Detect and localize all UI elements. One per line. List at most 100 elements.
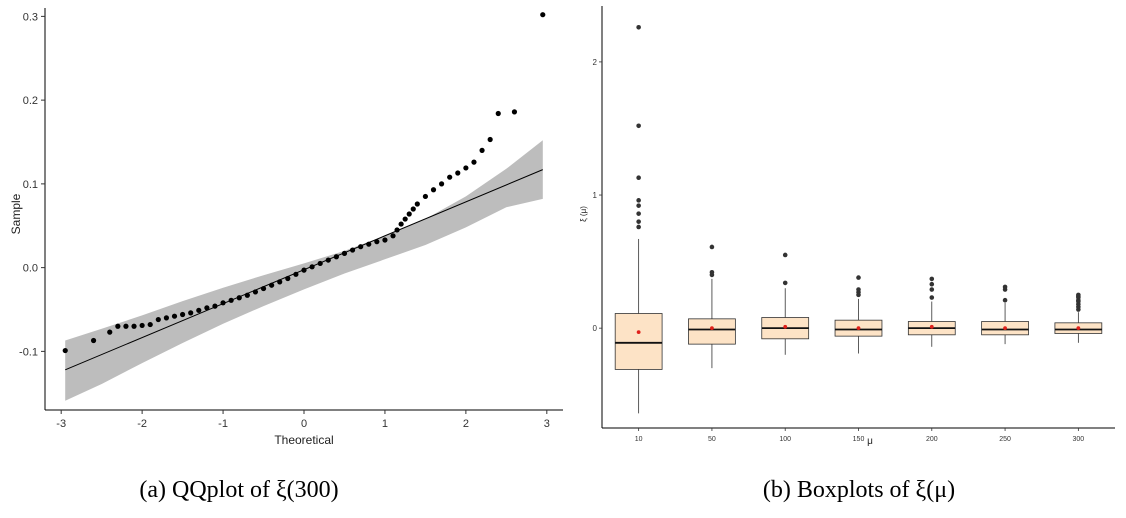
box-x-tick-label: 50 [708, 436, 716, 443]
qq-y-tick-label: 0.0 [23, 263, 38, 275]
qq-point [244, 292, 250, 298]
qq-point [398, 221, 404, 227]
qq-point [511, 109, 518, 115]
box-x-tick-label: 300 [1073, 436, 1085, 443]
box-y-tick-label: 1 [593, 191, 598, 200]
qq-x-axis-label: Theoretical [274, 433, 333, 447]
box-outlier-point [782, 252, 788, 258]
qq-point [455, 170, 461, 176]
qq-point [487, 136, 493, 143]
qq-point [236, 295, 242, 301]
qq-point [341, 250, 348, 256]
qq-x-tick-label: 1 [382, 418, 388, 430]
qq-y-tick-label: 0.2 [23, 95, 38, 107]
box-outlier-point [636, 224, 641, 230]
box-x-tick-label: 100 [779, 436, 791, 443]
qq-point [317, 260, 323, 267]
qq-point [212, 303, 218, 309]
qq-y-tick-label: -0.1 [19, 346, 38, 358]
qq-y-axis-label: Sample [9, 193, 23, 234]
qq-point [285, 275, 291, 282]
qq-point [269, 282, 275, 288]
qq-x-tick-label: 0 [301, 418, 307, 430]
box-outlier-point [929, 287, 935, 292]
box-x-tick-label: 250 [999, 436, 1011, 443]
qq-point [115, 323, 121, 329]
qq-point [394, 227, 400, 233]
qq-point [252, 289, 259, 295]
qq-point [366, 241, 372, 247]
qq-point [447, 174, 453, 180]
qq-plot: -3 -2 -1 0 1 2 3 -0.10.00.10.20.3 Theoretical … [9, 8, 563, 447]
box-y-axis-label: ξ (μ) [579, 206, 588, 222]
qq-point [479, 147, 485, 153]
qq-point [163, 315, 170, 321]
box-outlier-point [1002, 284, 1008, 290]
qq-point [62, 347, 68, 354]
qq-point [358, 244, 364, 250]
qq-x-tick-label: -1 [218, 418, 228, 430]
box-outlier-point [636, 123, 641, 129]
box-x-ticks: 10 50 100 150 200 250 300 [635, 428, 1085, 443]
qq-point [471, 159, 477, 165]
box-axes [601, 6, 1115, 429]
box-outlier-point [636, 175, 641, 181]
qq-point [540, 12, 546, 18]
box-mean-point [1003, 326, 1007, 331]
box-plot: 10 50 100 150 200 250 300 0 1 2 μ ξ (μ) [579, 6, 1115, 447]
caption-left: (a) QQplot of ξ(300) [139, 477, 338, 503]
qq-point [382, 237, 388, 243]
qq-point [402, 216, 408, 222]
box-x-tick-label: 10 [635, 436, 643, 443]
box-mean-point [783, 324, 788, 329]
qq-point [107, 329, 113, 335]
box-outlier-point [929, 281, 935, 287]
qq-y-tick-label: 0.3 [23, 11, 38, 23]
qq-point [171, 313, 178, 319]
qq-y-ticks: -0.1 0.0 0.1 0.2 0.3 [19, 11, 45, 358]
box-outlier-point [856, 287, 861, 292]
qq-x-tick-label: 3 [544, 418, 550, 430]
qq-point [414, 201, 420, 207]
qq-point [147, 321, 153, 328]
box-mean-point [710, 326, 714, 331]
qq-point [410, 206, 416, 212]
qq-point [325, 257, 331, 263]
qq-point [179, 311, 186, 318]
box-mean-point [636, 330, 641, 335]
qq-x-tick-label: -3 [56, 418, 66, 430]
box-outlier-point [929, 276, 935, 282]
qq-point [228, 297, 234, 303]
qq-point [204, 305, 210, 311]
qq-point [220, 300, 226, 306]
box-outlier-point [1076, 292, 1081, 298]
qq-point [333, 254, 339, 260]
qq-point [131, 323, 137, 329]
qq-x-tick-label: 2 [463, 418, 469, 430]
qq-point [90, 337, 97, 344]
box-outlier-point [709, 269, 715, 275]
box-outlier-point [856, 275, 861, 280]
box-iqr [688, 318, 736, 345]
qq-point [349, 247, 356, 253]
qq-point [390, 233, 396, 239]
qq-point [155, 316, 161, 323]
box-y-tick-label: 0 [593, 324, 598, 333]
box-outlier-point [1002, 297, 1008, 303]
box-x-tick-label: 200 [926, 436, 938, 443]
qq-point [374, 239, 380, 245]
qq-point [422, 193, 429, 200]
box-mean-point [1076, 326, 1081, 331]
qq-point [495, 110, 501, 117]
box-outlier-point [929, 295, 935, 300]
qq-y-tick-label: 0.1 [23, 179, 38, 191]
box-mean-point [856, 326, 861, 331]
box-outlier-point [636, 219, 641, 224]
qq-point [188, 310, 194, 316]
box-outlier-point [709, 244, 715, 250]
qq-points [62, 12, 546, 354]
box-outlier-point [636, 211, 641, 216]
caption-right: (b) Boxplots of ξ(μ) [763, 477, 955, 503]
qq-point [293, 271, 299, 277]
